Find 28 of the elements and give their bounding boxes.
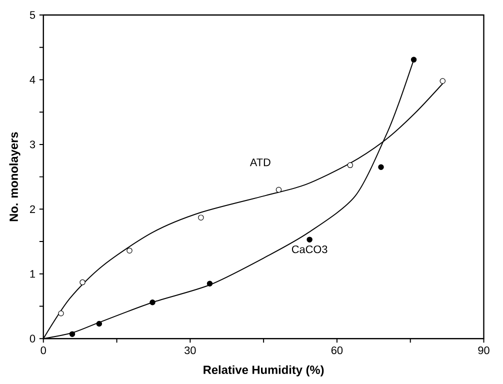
point [69,331,76,338]
point [96,321,102,327]
y-tick-label: 4 [30,76,36,84]
point [126,248,132,254]
y-tick-label: 3 [30,140,36,148]
point [150,300,156,306]
point [198,214,204,221]
series-label: CaCO3 [292,246,328,254]
point [80,280,86,286]
x-tick-label: 0 [40,346,46,354]
point [410,56,417,63]
point [378,164,384,170]
x-tick-label: 60 [331,346,343,354]
point [347,162,354,168]
point [58,310,64,316]
x-axis-title: Relative Humidity (%) [204,365,324,377]
point [276,187,282,193]
point [440,78,446,84]
x-tick-label: 30 [184,346,196,354]
y-axis-title: No. monolayers [9,132,20,222]
y-tick-label: 2 [30,206,35,214]
y-tick-label: 0 [30,334,36,343]
point [206,280,213,287]
y-tick-label: 1 [30,270,36,278]
point [306,236,312,243]
y-tick-label: 5 [30,11,36,19]
text: ATD [250,158,270,166]
x-tick-label: 90 [478,346,490,354]
